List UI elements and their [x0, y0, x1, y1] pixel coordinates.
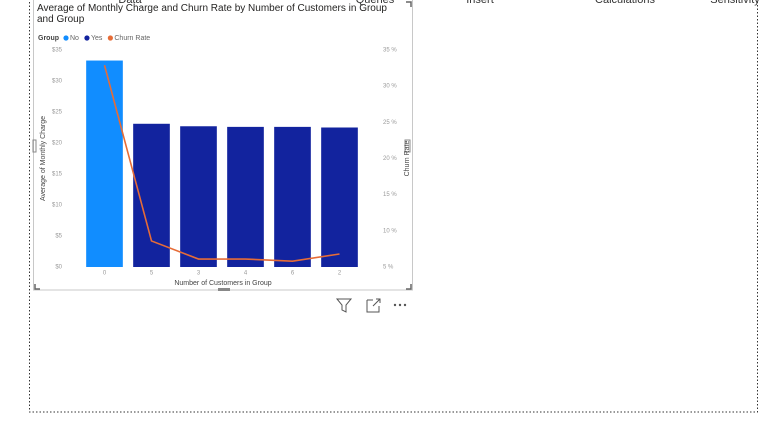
y-tick-label: $20 [52, 141, 63, 147]
legend-marker [84, 35, 90, 41]
visual-header-icons [335, 298, 407, 313]
x-tick-label: 6 [291, 271, 295, 277]
x-axis-label: Number of Customers in Group [174, 280, 271, 287]
more-options-icon[interactable] [393, 303, 407, 307]
y2-tick-label: 20 % [383, 156, 397, 162]
bar [227, 126, 264, 267]
y-tick-label: $30 [52, 79, 63, 85]
x-tick-label: 4 [244, 271, 248, 277]
bar [180, 126, 217, 267]
resize-handle[interactable] [218, 288, 230, 291]
title-box: Average of Monthly Charge and Churn Rate… [37, 3, 387, 25]
focus-mode-icon[interactable] [366, 298, 381, 313]
x-tick-label: 2 [338, 271, 342, 277]
ribbon-tab[interactable]: Data [118, 0, 142, 6]
y2-tick-label: 30 % [383, 84, 397, 90]
ribbon-tab[interactable]: Calculations [595, 0, 655, 6]
resize-handle[interactable] [404, 139, 411, 153]
legend-label: Churn Rate [114, 35, 150, 42]
y-tick-label: $0 [55, 265, 62, 271]
report-canvas [29, 0, 758, 413]
y2-tick-label: 5 % [383, 265, 394, 271]
bar [86, 60, 123, 267]
line [103, 64, 340, 263]
y-tick-label: $35 [52, 48, 63, 54]
legend-title: Group [38, 35, 59, 42]
x-tick-label: 3 [197, 271, 201, 277]
y-tick-label: $15 [52, 172, 63, 178]
bar [321, 127, 358, 267]
y-axis-label: Average of Monthly Charge [40, 116, 47, 201]
ribbon-tab[interactable]: Insert [466, 0, 494, 6]
y-tick-label: $10 [52, 203, 63, 209]
y2-tick-label: 10 % [383, 228, 397, 234]
y2-tick-label: 35 % [383, 48, 397, 54]
bar [274, 126, 311, 267]
ribbon-tab[interactable]: Sensitivity [710, 0, 760, 6]
y2-tick-label: 15 % [383, 192, 397, 198]
y-tick-label: $25 [52, 110, 63, 116]
legend-marker [63, 35, 69, 41]
chart: Group No Yes Churn Rate $0 $5 $10 $15 $20 $25 $30 $… [38, 35, 411, 287]
ribbon-tab[interactable]: Queries [356, 0, 395, 6]
chart-title: Average of Monthly Charge and Churn Rate… [37, 3, 387, 25]
filter-icon[interactable] [335, 298, 353, 313]
resize-handles [34, 1, 412, 290]
resize-handle[interactable] [32, 139, 37, 153]
x-tick-label: 0 [103, 271, 107, 277]
legend-label: Yes [91, 35, 103, 42]
legend-label: No [70, 35, 79, 42]
y-tick-label: $5 [55, 234, 62, 240]
legend-marker [107, 35, 113, 41]
x-tick-label: 5 [150, 271, 154, 277]
y2-tick-label: 25 % [383, 120, 397, 126]
y2-axis-label: Churn Rate [404, 140, 411, 176]
